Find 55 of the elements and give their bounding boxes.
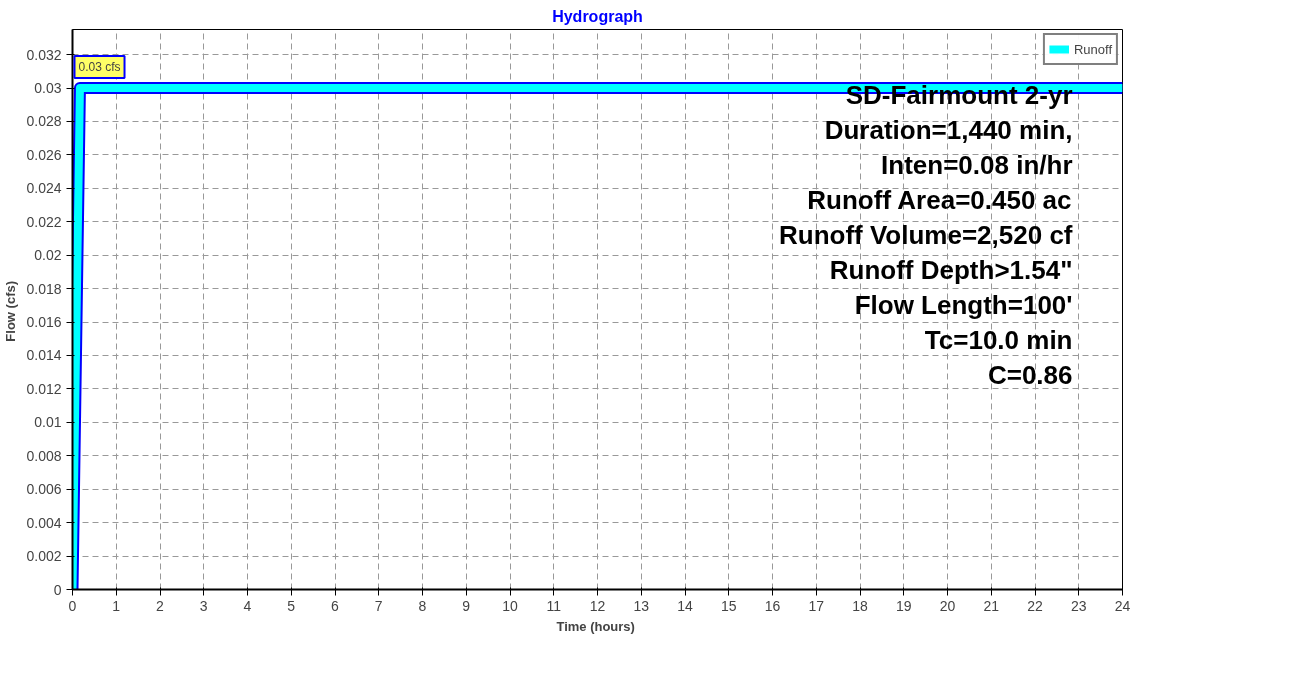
x-tick-label: 23: [1070, 597, 1087, 614]
x-tick-label: 14: [677, 597, 693, 614]
x-tick-label: 8: [418, 597, 427, 614]
y-tick-label: 0.026: [26, 146, 62, 163]
x-tick-label: 2: [156, 597, 165, 614]
y-tick-label: 0.018: [26, 280, 62, 297]
y-tick-label: 0.004: [26, 514, 62, 531]
x-tick-label: 3: [199, 597, 208, 614]
annotation: Runoff Area=0.450 ac: [807, 184, 1072, 215]
x-tick-label: 1: [112, 597, 121, 614]
x-tick-label: 5: [287, 597, 296, 614]
annotation: Tc=10.0 min: [924, 324, 1073, 355]
x-tick-label: 24: [1114, 597, 1131, 614]
y-tick-label: 0.014: [26, 347, 62, 364]
y-tick-label: 0.01: [34, 414, 62, 431]
x-tick-label: 6: [331, 597, 340, 614]
x-tick-label: 15: [720, 597, 737, 614]
y-tick-label: 0.008: [26, 447, 62, 464]
chart-title: Hydrograph: [552, 7, 643, 25]
y-tick-label: 0.032: [26, 46, 62, 63]
y-tick-label: 0.012: [26, 380, 62, 397]
x-tick-label: 11: [546, 597, 562, 614]
x-tick-label: 7: [374, 597, 383, 614]
y-tick-label: 0.022: [26, 213, 62, 230]
x-tick-label: 19: [895, 597, 912, 614]
annotation: 0.03 cfs: [78, 60, 121, 75]
x-tick-label: 22: [1027, 597, 1043, 614]
y-tick-label: 0.006: [26, 481, 62, 498]
annotation: Runoff Depth>1.54": [829, 254, 1073, 285]
y-tick-label: 0: [53, 581, 62, 598]
x-tick-label: 21: [983, 597, 1000, 614]
legend-label: Runoff: [1073, 41, 1112, 57]
x-tick-label: 9: [462, 597, 471, 614]
y-tick-label: 0.002: [26, 548, 62, 565]
x-tick-label: 4: [243, 597, 252, 614]
y-tick-label: 0.024: [26, 180, 62, 197]
x-tick-label: 13: [633, 597, 650, 614]
x-axis-title: Time (hours): [556, 618, 635, 634]
x-tick-label: 17: [808, 597, 825, 614]
x-tick-label: 20: [939, 597, 956, 614]
y-tick-label: 0.02: [34, 247, 62, 264]
x-tick-label: 16: [764, 597, 781, 614]
annotation: Flow Length=100': [854, 289, 1073, 320]
y-axis-title: Flow (cfs): [3, 280, 19, 342]
x-tick-label: 0: [68, 597, 77, 614]
annotation: Runoff Volume=2,520 cf: [778, 219, 1073, 250]
y-tick-label: 0.028: [26, 113, 62, 130]
annotation: C=0.86: [987, 359, 1073, 390]
y-tick-label: 0.03: [34, 80, 62, 97]
annotation: Inten=0.08 in/hr: [881, 149, 1073, 180]
x-tick-label: 18: [852, 597, 868, 614]
y-tick-label: 0.016: [26, 314, 62, 331]
x-tick-label: 12: [589, 597, 606, 614]
x-tick-label: 10: [502, 597, 518, 614]
annotation: Duration=1,440 min,: [824, 114, 1073, 145]
